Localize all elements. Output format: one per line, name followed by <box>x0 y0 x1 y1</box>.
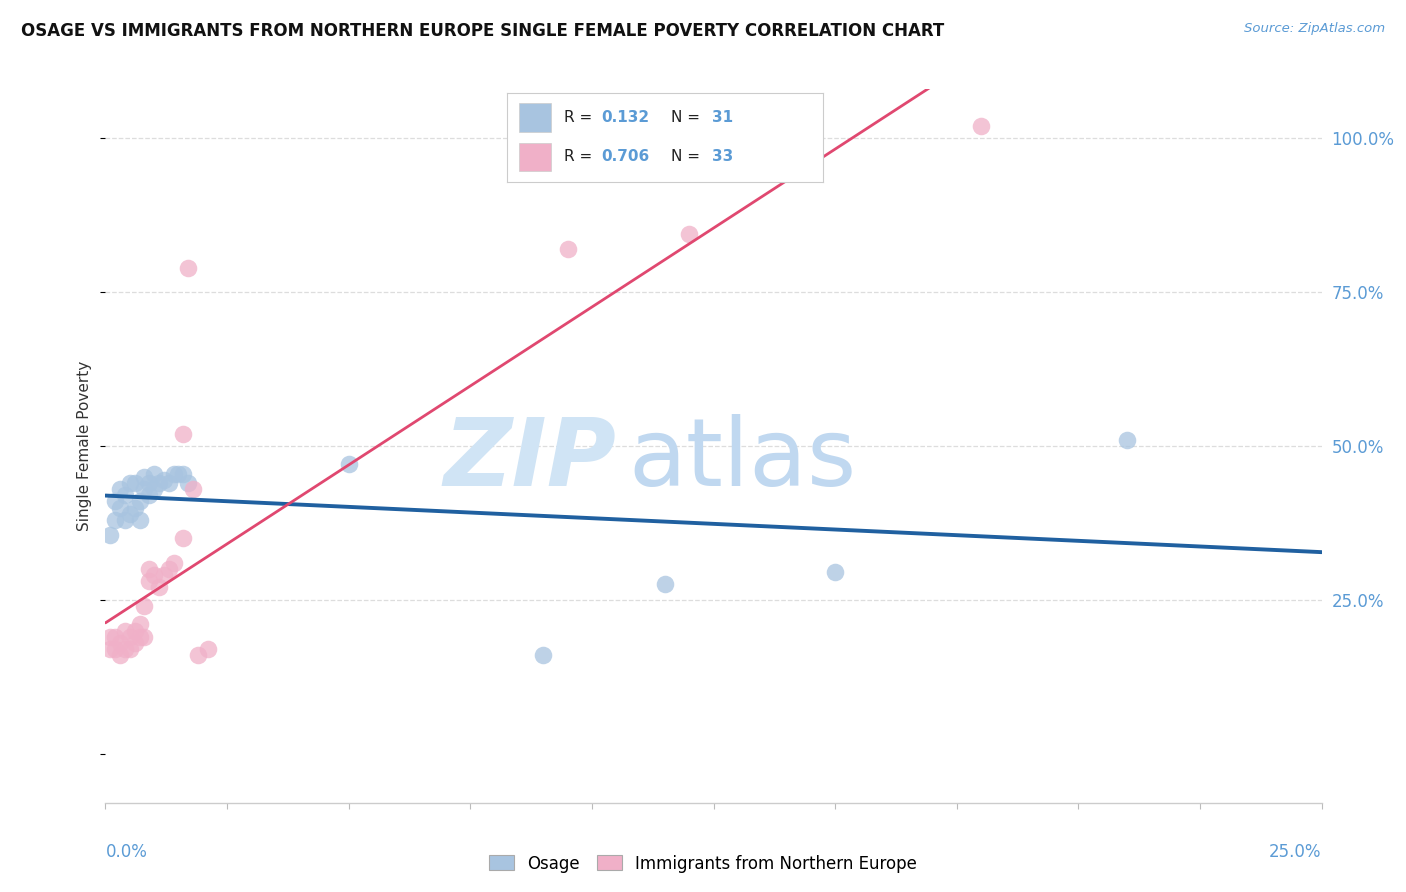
Point <box>134 599 156 613</box>
Point <box>557 242 579 256</box>
Point <box>114 513 136 527</box>
Point <box>138 475 160 490</box>
Point <box>153 568 176 582</box>
Text: ZIP: ZIP <box>443 414 616 507</box>
Point <box>98 642 121 657</box>
Point <box>118 630 141 644</box>
Point <box>148 581 170 595</box>
Point <box>153 473 176 487</box>
Point <box>128 513 150 527</box>
Point <box>128 494 150 508</box>
Point <box>167 467 190 481</box>
Legend: Osage, Immigrants from Northern Europe: Osage, Immigrants from Northern Europe <box>482 848 924 880</box>
Point <box>128 630 150 644</box>
Point <box>970 119 993 133</box>
Point <box>134 630 156 644</box>
Point <box>98 528 121 542</box>
Point <box>104 630 127 644</box>
Point <box>824 565 846 579</box>
Point <box>678 227 700 241</box>
Point <box>172 467 194 481</box>
Point <box>197 642 219 657</box>
Point <box>800 156 823 170</box>
Point <box>104 642 127 657</box>
Point <box>148 475 170 490</box>
Point <box>531 648 554 662</box>
Point <box>118 507 141 521</box>
Point <box>114 624 136 638</box>
Point <box>108 482 131 496</box>
Point <box>181 482 204 496</box>
Point <box>1116 433 1139 447</box>
Point <box>187 648 209 662</box>
Point <box>114 642 136 657</box>
Point <box>114 488 136 502</box>
Point <box>134 482 156 496</box>
Point <box>118 475 141 490</box>
Point <box>138 488 160 502</box>
Point <box>98 630 121 644</box>
Point <box>337 458 360 472</box>
Point <box>108 648 131 662</box>
Point <box>138 574 160 589</box>
Point <box>177 260 200 275</box>
Point <box>172 531 194 545</box>
Point <box>104 513 127 527</box>
Point <box>654 577 676 591</box>
Point <box>124 500 146 515</box>
Point <box>162 556 184 570</box>
Point <box>138 562 160 576</box>
Point <box>143 482 166 496</box>
Point <box>143 467 166 481</box>
Point <box>143 568 166 582</box>
Point <box>118 642 141 657</box>
Point <box>162 467 184 481</box>
Point <box>172 426 194 441</box>
Point <box>124 624 146 638</box>
Text: 0.0%: 0.0% <box>105 843 148 861</box>
Text: atlas: atlas <box>628 414 856 507</box>
Y-axis label: Single Female Poverty: Single Female Poverty <box>77 361 93 531</box>
Point <box>157 475 180 490</box>
Point <box>124 475 146 490</box>
Text: Source: ZipAtlas.com: Source: ZipAtlas.com <box>1244 22 1385 36</box>
Point <box>108 500 131 515</box>
Point <box>134 469 156 483</box>
Point <box>157 562 180 576</box>
Text: 25.0%: 25.0% <box>1270 843 1322 861</box>
Point <box>128 617 150 632</box>
Point <box>104 494 127 508</box>
Text: OSAGE VS IMMIGRANTS FROM NORTHERN EUROPE SINGLE FEMALE POVERTY CORRELATION CHART: OSAGE VS IMMIGRANTS FROM NORTHERN EUROPE… <box>21 22 945 40</box>
Point <box>108 636 131 650</box>
Point <box>124 636 146 650</box>
Point <box>177 475 200 490</box>
